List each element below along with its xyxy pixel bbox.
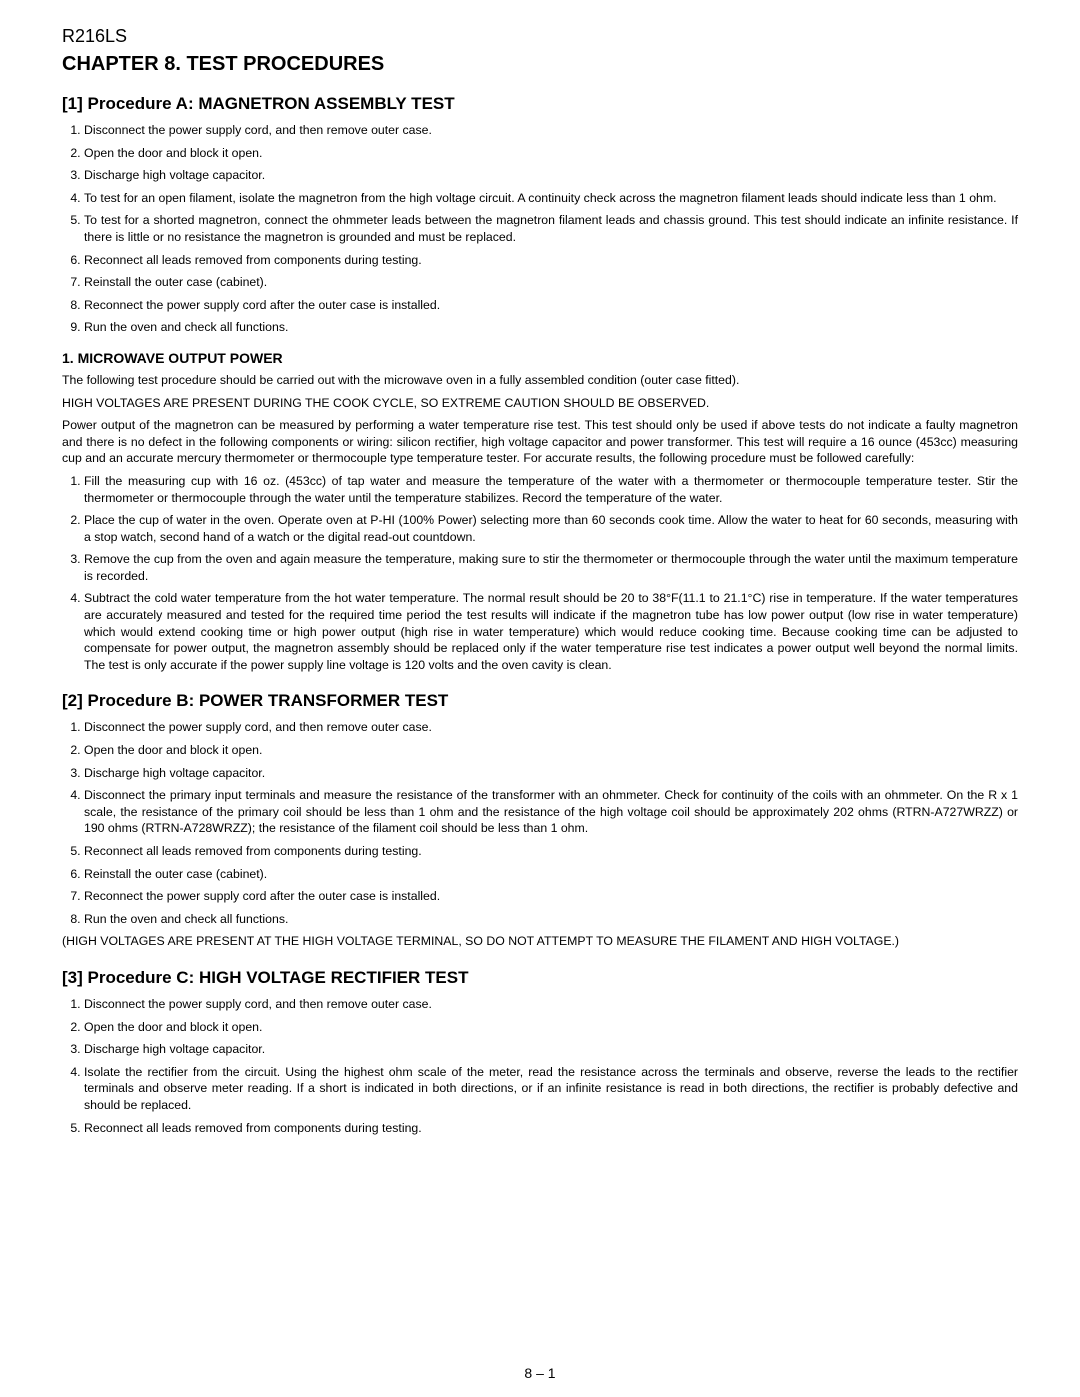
paragraph-warning: HIGH VOLTAGES ARE PRESENT DURING THE COO… — [62, 395, 1018, 412]
list-item: Remove the cup from the oven and again m… — [84, 551, 1018, 584]
list-item: Reconnect all leads removed from compone… — [84, 843, 1018, 860]
page-number: 8 – 1 — [0, 1365, 1080, 1381]
paragraph-warning: (HIGH VOLTAGES ARE PRESENT AT THE HIGH V… — [62, 933, 1018, 950]
list-item: Discharge high voltage capacitor. — [84, 765, 1018, 782]
list-item: To test for an open filament, isolate th… — [84, 190, 1018, 207]
list-item: Open the door and block it open. — [84, 1019, 1018, 1036]
list-item: Reconnect the power supply cord after th… — [84, 888, 1018, 905]
procedure-c-list: Disconnect the power supply cord, and th… — [62, 996, 1018, 1136]
list-item: Reconnect the power supply cord after th… — [84, 297, 1018, 314]
list-item: Reinstall the outer case (cabinet). — [84, 274, 1018, 291]
list-item: Subtract the cold water temperature from… — [84, 590, 1018, 673]
list-item: Open the door and block it open. — [84, 742, 1018, 759]
procedure-a-list: Disconnect the power supply cord, and th… — [62, 122, 1018, 336]
list-item: Reconnect all leads removed from compone… — [84, 252, 1018, 269]
microwave-output-power-list: Fill the measuring cup with 16 oz. (453c… — [62, 473, 1018, 674]
procedure-c-heading: [3] Procedure C: HIGH VOLTAGE RECTIFIER … — [62, 968, 1018, 988]
paragraph: Power output of the magnetron can be mea… — [62, 417, 1018, 467]
model-number: R216LS — [62, 26, 1018, 47]
list-item: Isolate the rectifier from the circuit. … — [84, 1064, 1018, 1114]
procedure-b-list: Disconnect the power supply cord, and th… — [62, 719, 1018, 927]
list-item: Open the door and block it open. — [84, 145, 1018, 162]
procedure-a-heading: [1] Procedure A: MAGNETRON ASSEMBLY TEST — [62, 94, 1018, 114]
list-item: Discharge high voltage capacitor. — [84, 1041, 1018, 1058]
list-item: Run the oven and check all functions. — [84, 911, 1018, 928]
list-item: Disconnect the power supply cord, and th… — [84, 996, 1018, 1013]
procedure-b-heading: [2] Procedure B: POWER TRANSFORMER TEST — [62, 691, 1018, 711]
list-item: Discharge high voltage capacitor. — [84, 167, 1018, 184]
list-item: To test for a shorted magnetron, connect… — [84, 212, 1018, 245]
paragraph: The following test procedure should be c… — [62, 372, 1018, 389]
list-item: Place the cup of water in the oven. Oper… — [84, 512, 1018, 545]
microwave-output-power-heading: 1. MICROWAVE OUTPUT POWER — [62, 350, 1018, 366]
list-item: Disconnect the power supply cord, and th… — [84, 122, 1018, 139]
list-item: Reconnect all leads removed from compone… — [84, 1120, 1018, 1137]
list-item: Reinstall the outer case (cabinet). — [84, 866, 1018, 883]
list-item: Run the oven and check all functions. — [84, 319, 1018, 336]
list-item: Fill the measuring cup with 16 oz. (453c… — [84, 473, 1018, 506]
list-item: Disconnect the power supply cord, and th… — [84, 719, 1018, 736]
list-item: Disconnect the primary input terminals a… — [84, 787, 1018, 837]
chapter-title: CHAPTER 8. TEST PROCEDURES — [62, 53, 1018, 76]
document-page: R216LS CHAPTER 8. TEST PROCEDURES [1] Pr… — [0, 0, 1080, 1397]
